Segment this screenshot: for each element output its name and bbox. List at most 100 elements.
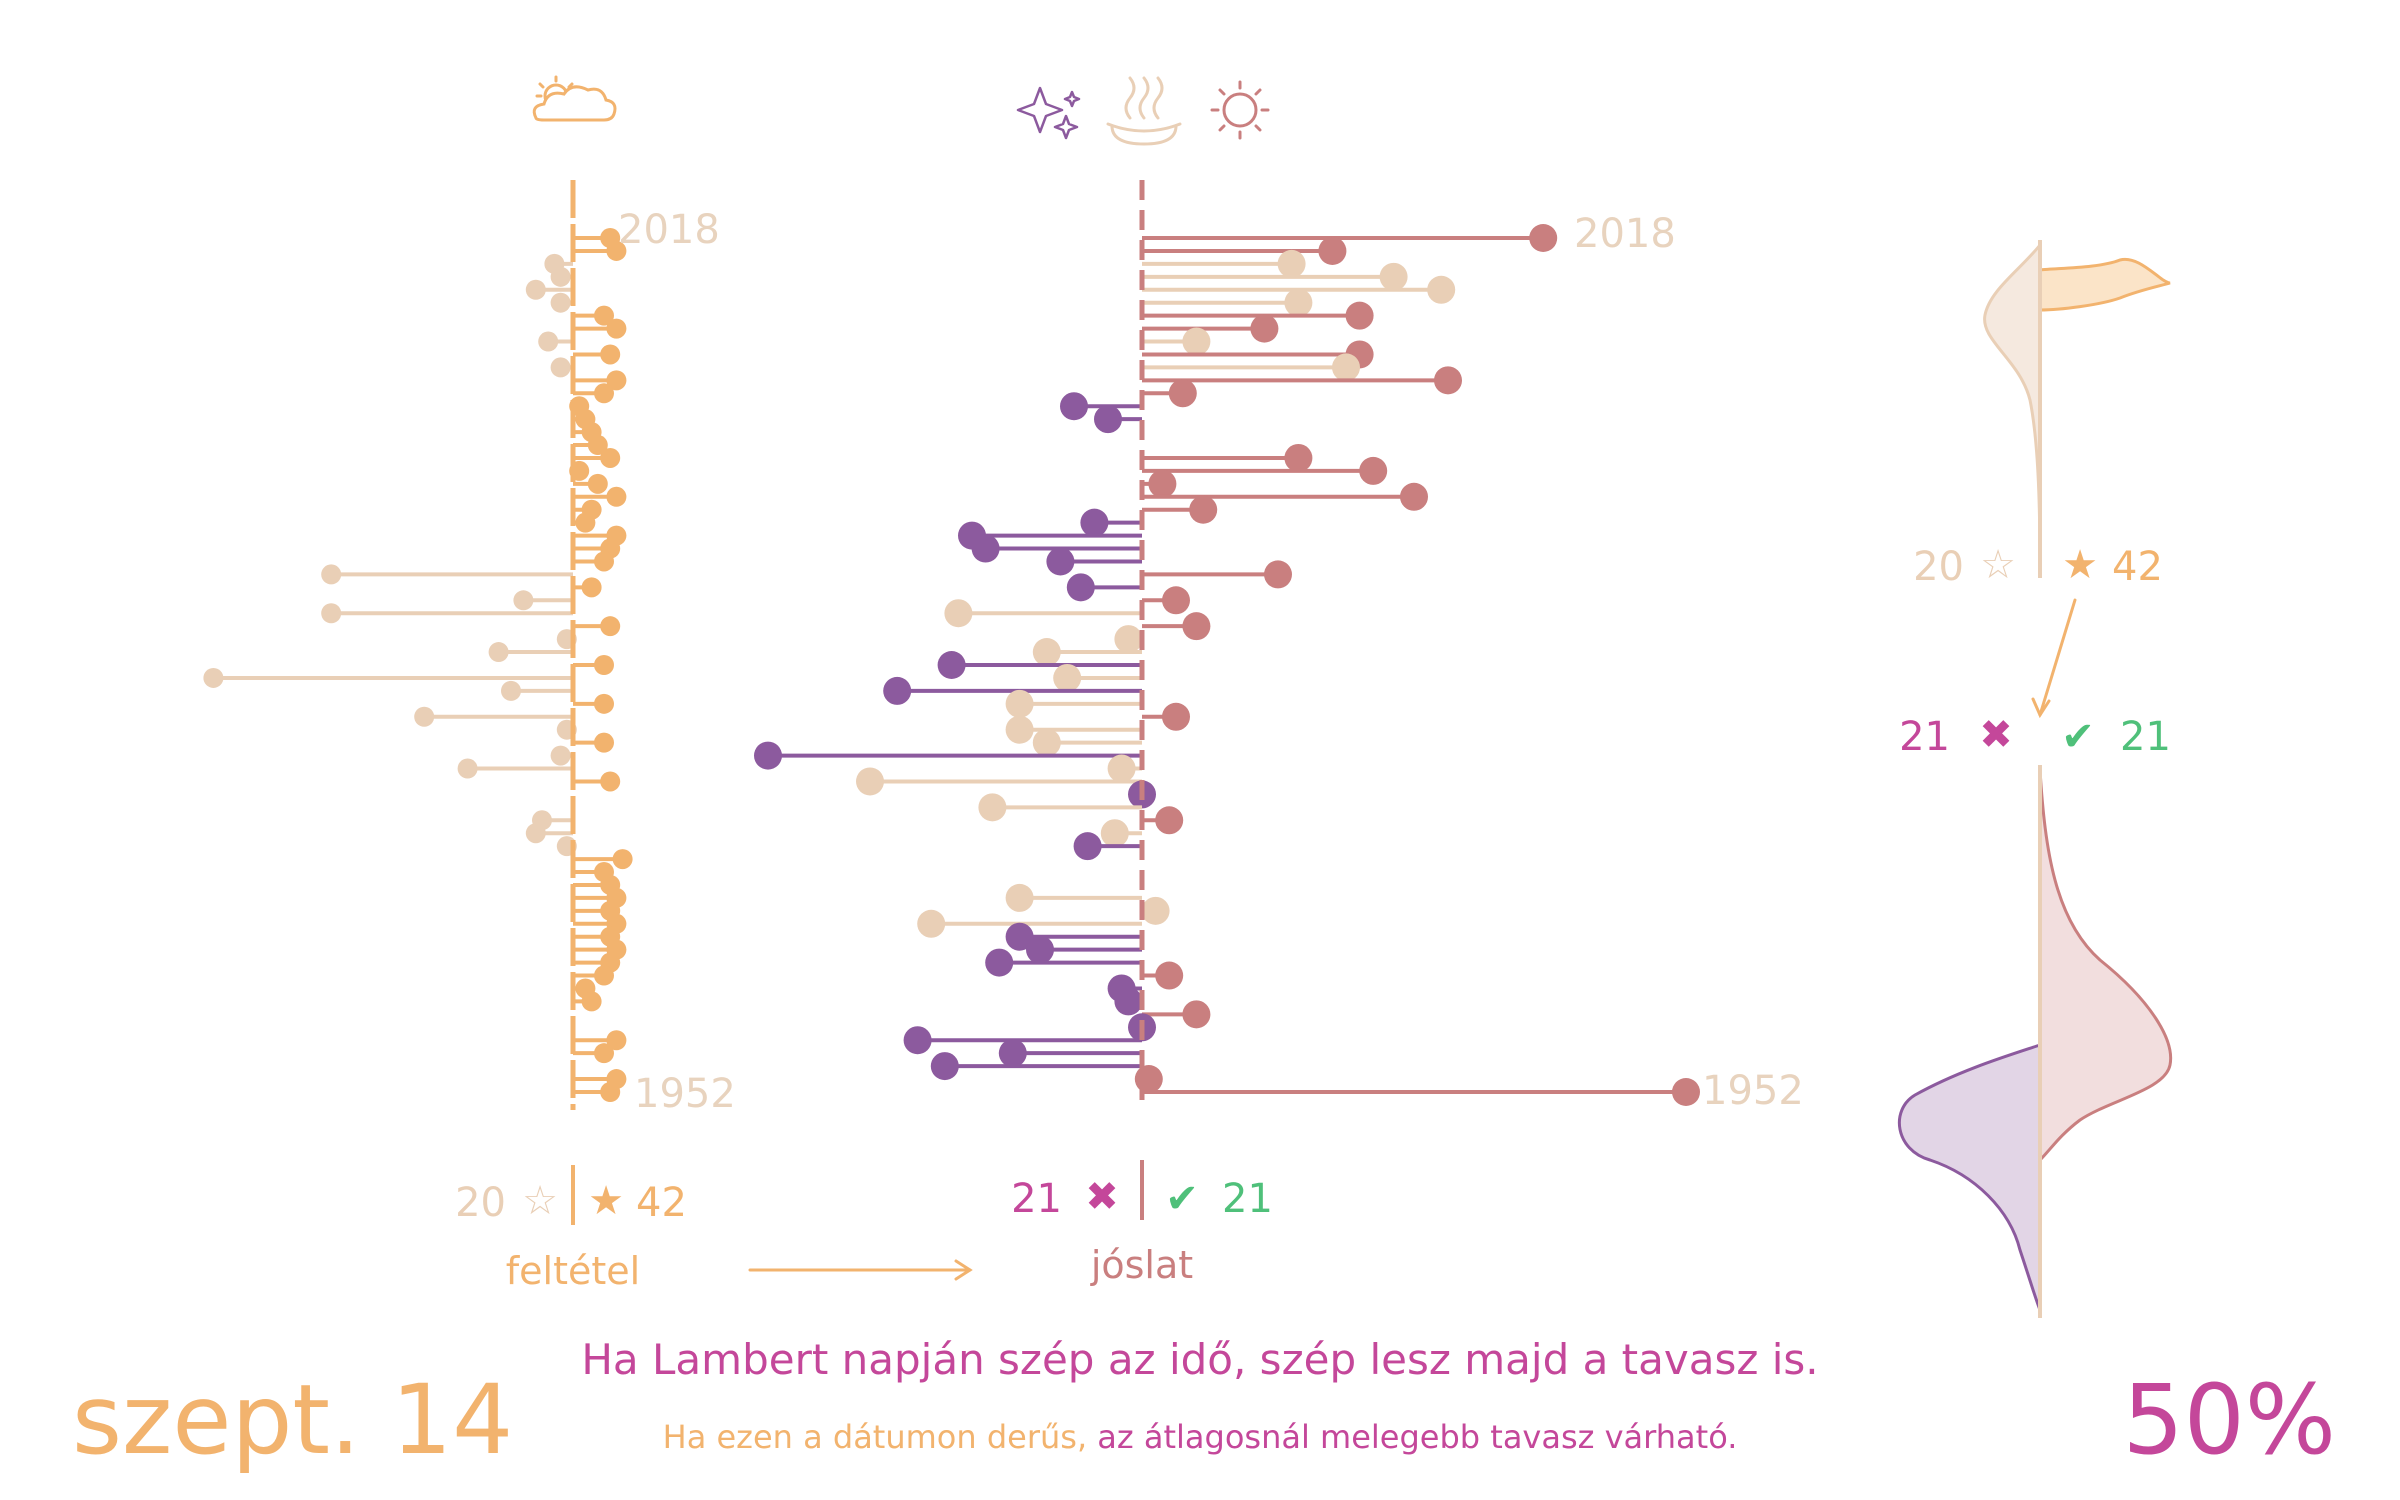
condition-point: [550, 745, 571, 766]
condition-year-top: 2018: [618, 207, 720, 253]
condition-point: [550, 292, 571, 313]
explanation-outcome: az átlagosnál melegebb tavasz várható.: [1087, 1418, 1737, 1456]
condition-point: [587, 435, 608, 456]
condition-count-hollow: 20: [455, 1180, 506, 1226]
condition-point: [525, 823, 546, 844]
side-cross-icon: ✖: [1979, 712, 2013, 758]
condition-point: [594, 383, 614, 404]
forecast-year-top: 2018: [1574, 211, 1676, 257]
forecast-point: [1046, 547, 1075, 576]
forecast-point: [903, 1026, 932, 1055]
forecast-density-right: [2038, 769, 2173, 1164]
hot-springs-icon: [1106, 76, 1182, 146]
forecast-point: [1427, 275, 1456, 304]
condition-point: [594, 1043, 614, 1064]
filled-star-icon: ★: [588, 1178, 624, 1224]
forecast-point: [1155, 806, 1184, 835]
condition-lollipop-chart: [203, 228, 633, 1102]
condition-count-filled: 42: [636, 1180, 687, 1226]
cross-icon: ✖: [1085, 1174, 1119, 1220]
condition-point: [581, 577, 602, 598]
forecast-point: [1032, 638, 1061, 667]
forecast-point: [1080, 508, 1109, 537]
forecast-point: [1005, 922, 1034, 951]
hollow-star-icon: ☆: [522, 1178, 558, 1224]
side-count-right: 21: [2120, 714, 2171, 760]
forecast-point: [1672, 1078, 1700, 1106]
accuracy-value: 50%: [2123, 1364, 2336, 1476]
forecast-point: [1107, 754, 1136, 783]
right-arrow-icon: [748, 1259, 973, 1281]
forecast-point: [1094, 405, 1122, 434]
condition-point: [587, 473, 608, 494]
forecast-point: [937, 651, 966, 679]
condition-point: [203, 667, 224, 688]
forecast-point: [1005, 883, 1034, 912]
condition-point: [581, 991, 602, 1012]
forecast-point: [1284, 288, 1313, 317]
forecast-point: [1032, 728, 1061, 757]
condition-point: [600, 447, 621, 468]
forecast-point: [1318, 236, 1347, 265]
condition-point: [594, 655, 614, 675]
condition-point: [612, 849, 633, 870]
condition-point: [600, 1082, 621, 1102]
forecast-point: [978, 793, 1007, 822]
condition-point: [606, 486, 627, 507]
side-filled-star-icon: ★: [2062, 542, 2098, 588]
condition-point: [594, 965, 614, 986]
forecast-point: [1060, 392, 1088, 421]
condition-point: [513, 590, 534, 611]
forecast-lollipop-chart: [754, 224, 1700, 1106]
check-icon: ✔: [1165, 1176, 1199, 1222]
forecast-count-right: 21: [1222, 1176, 1273, 1222]
condition-point: [600, 344, 621, 365]
forecast-point: [1182, 1000, 1211, 1029]
forecast-point: [1053, 663, 1082, 692]
forecast-point: [1332, 353, 1360, 382]
side-hollow-star-icon: ☆: [1980, 542, 2016, 588]
forecast-point: [1148, 469, 1177, 498]
condition-point: [550, 357, 571, 378]
forecast-point: [944, 599, 973, 628]
condition-point: [488, 642, 509, 663]
forecast-point: [1066, 573, 1095, 602]
explanation-text: Ha ezen a dátumon derűs, az átlagosnál m…: [663, 1418, 1738, 1456]
forecast-point: [1141, 896, 1170, 925]
forecast-point: [1182, 612, 1211, 641]
side-count-hollow: 20: [1913, 544, 1964, 590]
explanation-condition: Ha ezen a dátumon derűs,: [663, 1418, 1087, 1456]
side-count-wrong: 21: [1899, 714, 1950, 760]
forecast-point: [754, 741, 782, 770]
forecast-point: [985, 948, 1014, 977]
forecast-point: [1264, 560, 1292, 589]
forecast-point: [930, 1052, 959, 1081]
condition-point: [600, 616, 621, 637]
forecast-year-bottom: 1952: [1702, 1068, 1804, 1114]
condition-point: [457, 758, 478, 779]
condition-point: [600, 771, 621, 792]
forecast-distribution: [1898, 765, 2173, 1318]
condition-point: [575, 512, 596, 533]
forecast-point: [1434, 366, 1462, 395]
forecast-point: [1005, 715, 1034, 744]
forecast-point: [917, 909, 946, 938]
forecast-point: [1114, 987, 1143, 1016]
forecast-point: [1162, 702, 1190, 731]
proverb-text: Ha Lambert napján szép az idő, szép lesz…: [581, 1335, 1818, 1384]
condition-point: [538, 331, 559, 352]
forecast-point: [1400, 482, 1428, 511]
sparkles-icon: [1016, 86, 1081, 140]
sun-behind-cloud-icon: [532, 75, 617, 122]
condition-point: [606, 240, 627, 261]
condition-point: [321, 603, 342, 624]
condition-point: [606, 370, 627, 391]
condition-point: [606, 318, 627, 339]
condition-distribution: [1983, 240, 2171, 578]
forecast-point: [1026, 935, 1054, 964]
date-label: szept. 14: [72, 1364, 513, 1476]
forecast-point: [1529, 224, 1558, 252]
forecast-point: [1168, 379, 1197, 408]
sun-icon: [1210, 80, 1270, 140]
